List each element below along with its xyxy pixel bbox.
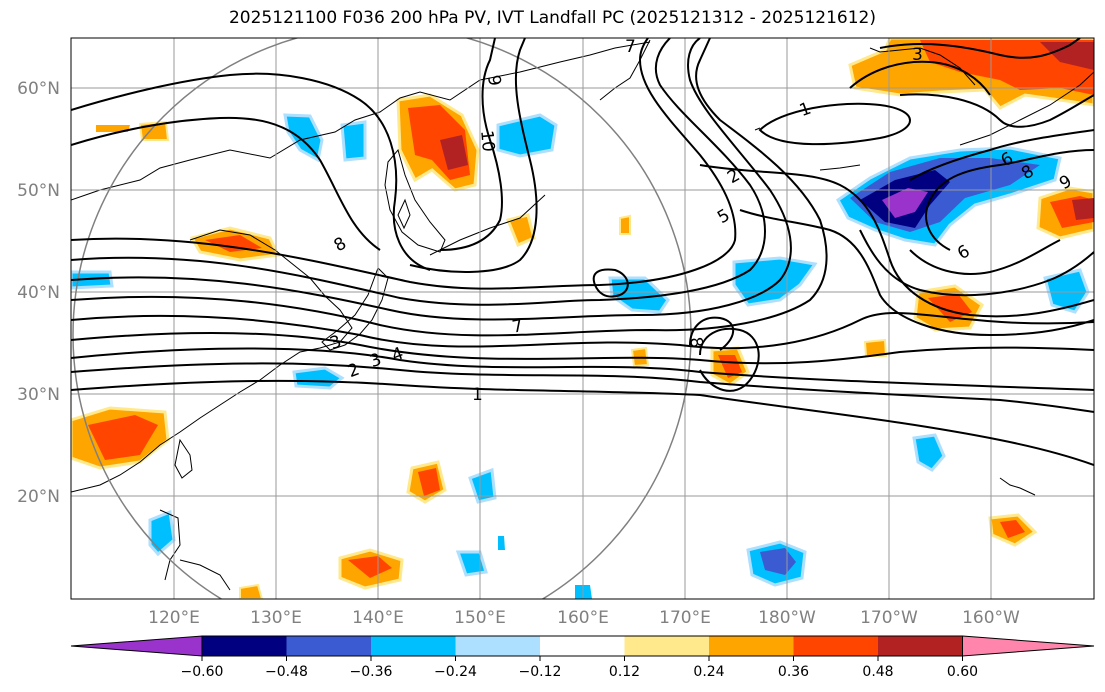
map-frame [70,37,1095,600]
colorbar-extend-right [962,635,1095,657]
lon-label: 170°E [659,608,711,628]
contour-label: 7 [625,37,636,57]
colorbar-tick-label: 0.36 [778,664,809,680]
colorbar-tick-label: −0.60 [181,664,224,680]
colorbar-tick-label: 0.60 [947,664,978,680]
lat-label: 30°N [17,385,60,405]
colorbar-tick-label: −0.36 [350,664,393,680]
pv-shading [71,38,1094,599]
contour-label: 1 [472,385,483,405]
contour-label: 3 [912,45,923,65]
colorbar-segment [455,636,540,656]
contour-label: 9 [483,74,505,88]
lon-label: 130°E [250,608,302,628]
latitude-labels: 20°N 30°N 40°N 50°N 60°N [17,79,60,507]
gridlines [71,38,1094,599]
lon-label: 160°W [962,608,1020,628]
longitude-labels: 120°E 130°E 140°E 150°E 160°E 170°E 180°… [148,608,1020,628]
colorbar-tick-label: 0.48 [862,664,893,680]
colorbar-tick-label: 0.24 [693,664,724,680]
colorbar-tick-label: −0.48 [265,664,308,680]
lat-label: 40°N [17,283,60,303]
contour-label: 7 [511,316,525,338]
colorbar-segment [709,636,794,656]
contour-label: 10 [476,129,498,152]
coastlines [71,39,1094,591]
colorbar-segment [371,636,456,656]
colorbar-segment [624,636,709,656]
lat-label: 60°N [17,79,60,99]
lon-label: 150°E [454,608,506,628]
lon-label: 140°E [352,608,404,628]
lon-label: 160°E [557,608,609,628]
lon-label: 120°E [148,608,200,628]
colorbar-segment [793,636,878,656]
lon-label: 180°W [758,608,816,628]
lat-label: 20°N [17,487,60,507]
colorbar-segment [540,636,625,656]
colorbar-segment [202,636,287,656]
colorbar-segment [286,636,371,656]
map-title: 2025121100 F036 200 hPa PV, IVT Landfall… [228,8,876,28]
colorbar-extend-left [70,635,203,657]
lon-label: 170°W [860,608,918,628]
pv-contours [71,38,1094,466]
colorbar-segment [878,636,963,656]
contour-label: 8 [685,336,707,350]
colorbar: −0.60 −0.48 −0.36 −0.24 −0.12 0.12 0.24 … [70,635,1095,680]
lat-label: 50°N [17,181,60,201]
colorbar-tick-label: −0.12 [519,664,562,680]
colorbar-tick-label: 0.12 [609,664,640,680]
colorbar-tick-label: −0.24 [434,664,477,680]
